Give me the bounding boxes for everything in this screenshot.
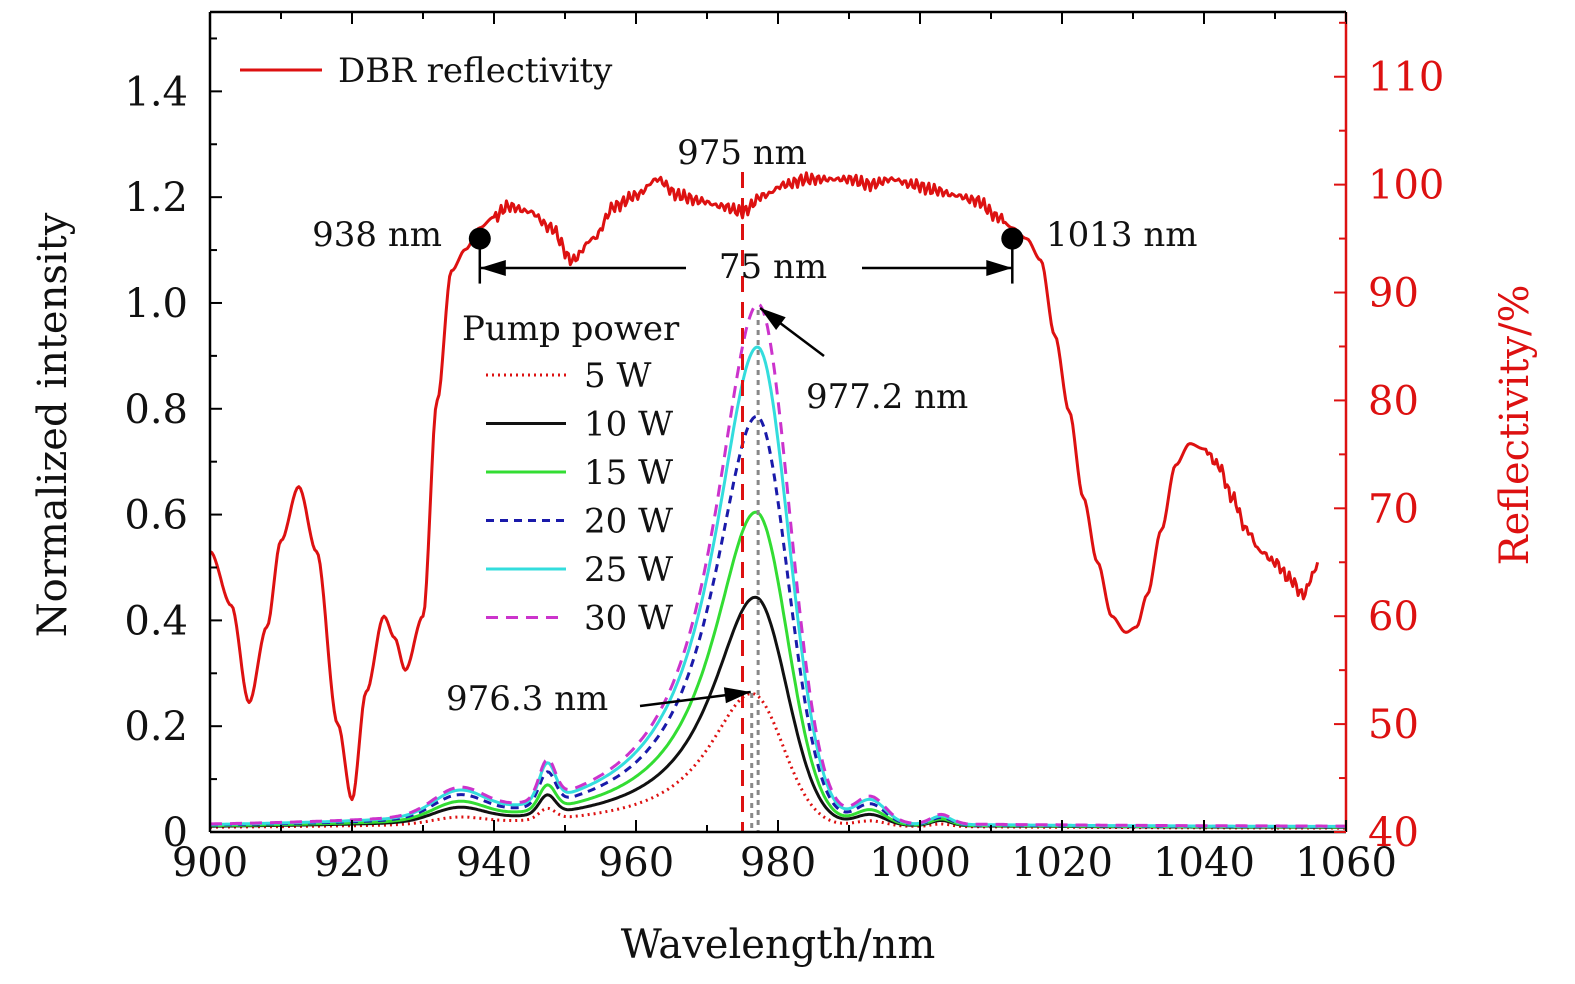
y-left-tick-label: 1.2 <box>124 175 188 221</box>
y-right-tick-label: 80 <box>1368 378 1419 424</box>
x-tick-label: 1000 <box>869 840 971 886</box>
legend-text-30w: 30 W <box>584 599 673 639</box>
label-976-3nm: 976.3 nm <box>446 679 608 719</box>
legend-text-15w: 15 W <box>584 453 673 493</box>
label-975nm: 975 nm <box>677 133 807 173</box>
y-left-tick-label: 0.6 <box>124 493 188 539</box>
y-right-tick-label: 50 <box>1368 702 1419 748</box>
y-right-tick-label: 70 <box>1368 486 1419 532</box>
x-tick-label: 940 <box>456 840 532 886</box>
x-tick-label: 1020 <box>1011 840 1113 886</box>
x-axis-title: Wavelength/nm <box>621 922 936 968</box>
y-axis-title-left: Normalized intensity <box>30 212 76 637</box>
series-line-30w <box>210 302 1346 828</box>
y-right-tick-label: 60 <box>1368 594 1419 640</box>
label-75nm: 75 nm <box>719 247 827 287</box>
series-group <box>209 171 1346 830</box>
legend-text-dbr: DBR reflectivity <box>338 51 613 91</box>
pump-legend: 5 W 10 W 15 W 20 W 25 W 30 W <box>486 356 673 639</box>
x-tick-label: 960 <box>598 840 674 886</box>
x-tick-label: 1040 <box>1153 840 1255 886</box>
legend-text-20w: 20 W <box>584 502 673 542</box>
legend-text-10w: 10 W <box>584 405 673 445</box>
annotation-group <box>468 172 1024 832</box>
peak-low-arrow-head <box>723 687 751 704</box>
y-right-tick-label: 110 <box>1368 55 1444 101</box>
y-right-tick-label: 90 <box>1368 271 1419 317</box>
y-left-tick-label: 1.4 <box>124 69 188 115</box>
legend-text-25w: 25 W <box>584 550 673 590</box>
width-arrow-left-head <box>479 260 506 276</box>
legend-title-pump: Pump power <box>462 309 680 349</box>
y-right-tick-label: 40 <box>1368 810 1419 856</box>
label-938nm: 938 nm <box>312 215 442 255</box>
peak-high-arrow-head <box>760 308 786 330</box>
width-arrow-right-head <box>986 260 1013 276</box>
y-right-tick-label: 100 <box>1368 163 1444 209</box>
label-977-2nm: 977.2 nm <box>806 377 968 417</box>
axes-group: 900 920 940 960 980 1000 1020 1040 1060 0 0.2 0.4 0.… <box>124 10 1444 886</box>
series-line-dbr-reflectivity <box>209 171 1320 802</box>
y-left-tick-label: 0.4 <box>124 598 188 644</box>
y-left-tick-label: 1.0 <box>124 281 188 327</box>
y-axis-title-right: Reflectivity/% <box>1492 285 1538 566</box>
x-tick-label: 980 <box>740 840 816 886</box>
y-left-tick-label: 0.2 <box>124 704 188 750</box>
legend-text-5w: 5 W <box>584 356 651 396</box>
y-left-tick-label: 0 <box>163 810 188 856</box>
y-left-tick-label: 0.8 <box>124 387 188 433</box>
label-1013nm: 1013 nm <box>1046 215 1197 255</box>
x-tick-label: 920 <box>314 840 390 886</box>
x-tick-label: 1060 <box>1295 840 1397 886</box>
x-tick-label: 900 <box>172 840 248 886</box>
